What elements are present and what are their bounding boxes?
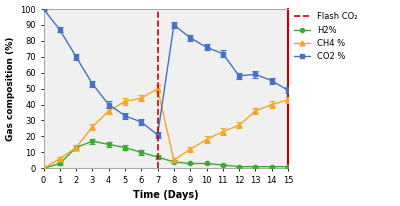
Y-axis label: Gas composition (%): Gas composition (%) (6, 36, 14, 141)
Legend: Flash CO₂, H2%, CH4 %, CO2 %: Flash CO₂, H2%, CH4 %, CO2 % (290, 9, 361, 64)
X-axis label: Time (Days): Time (Days) (133, 190, 198, 200)
